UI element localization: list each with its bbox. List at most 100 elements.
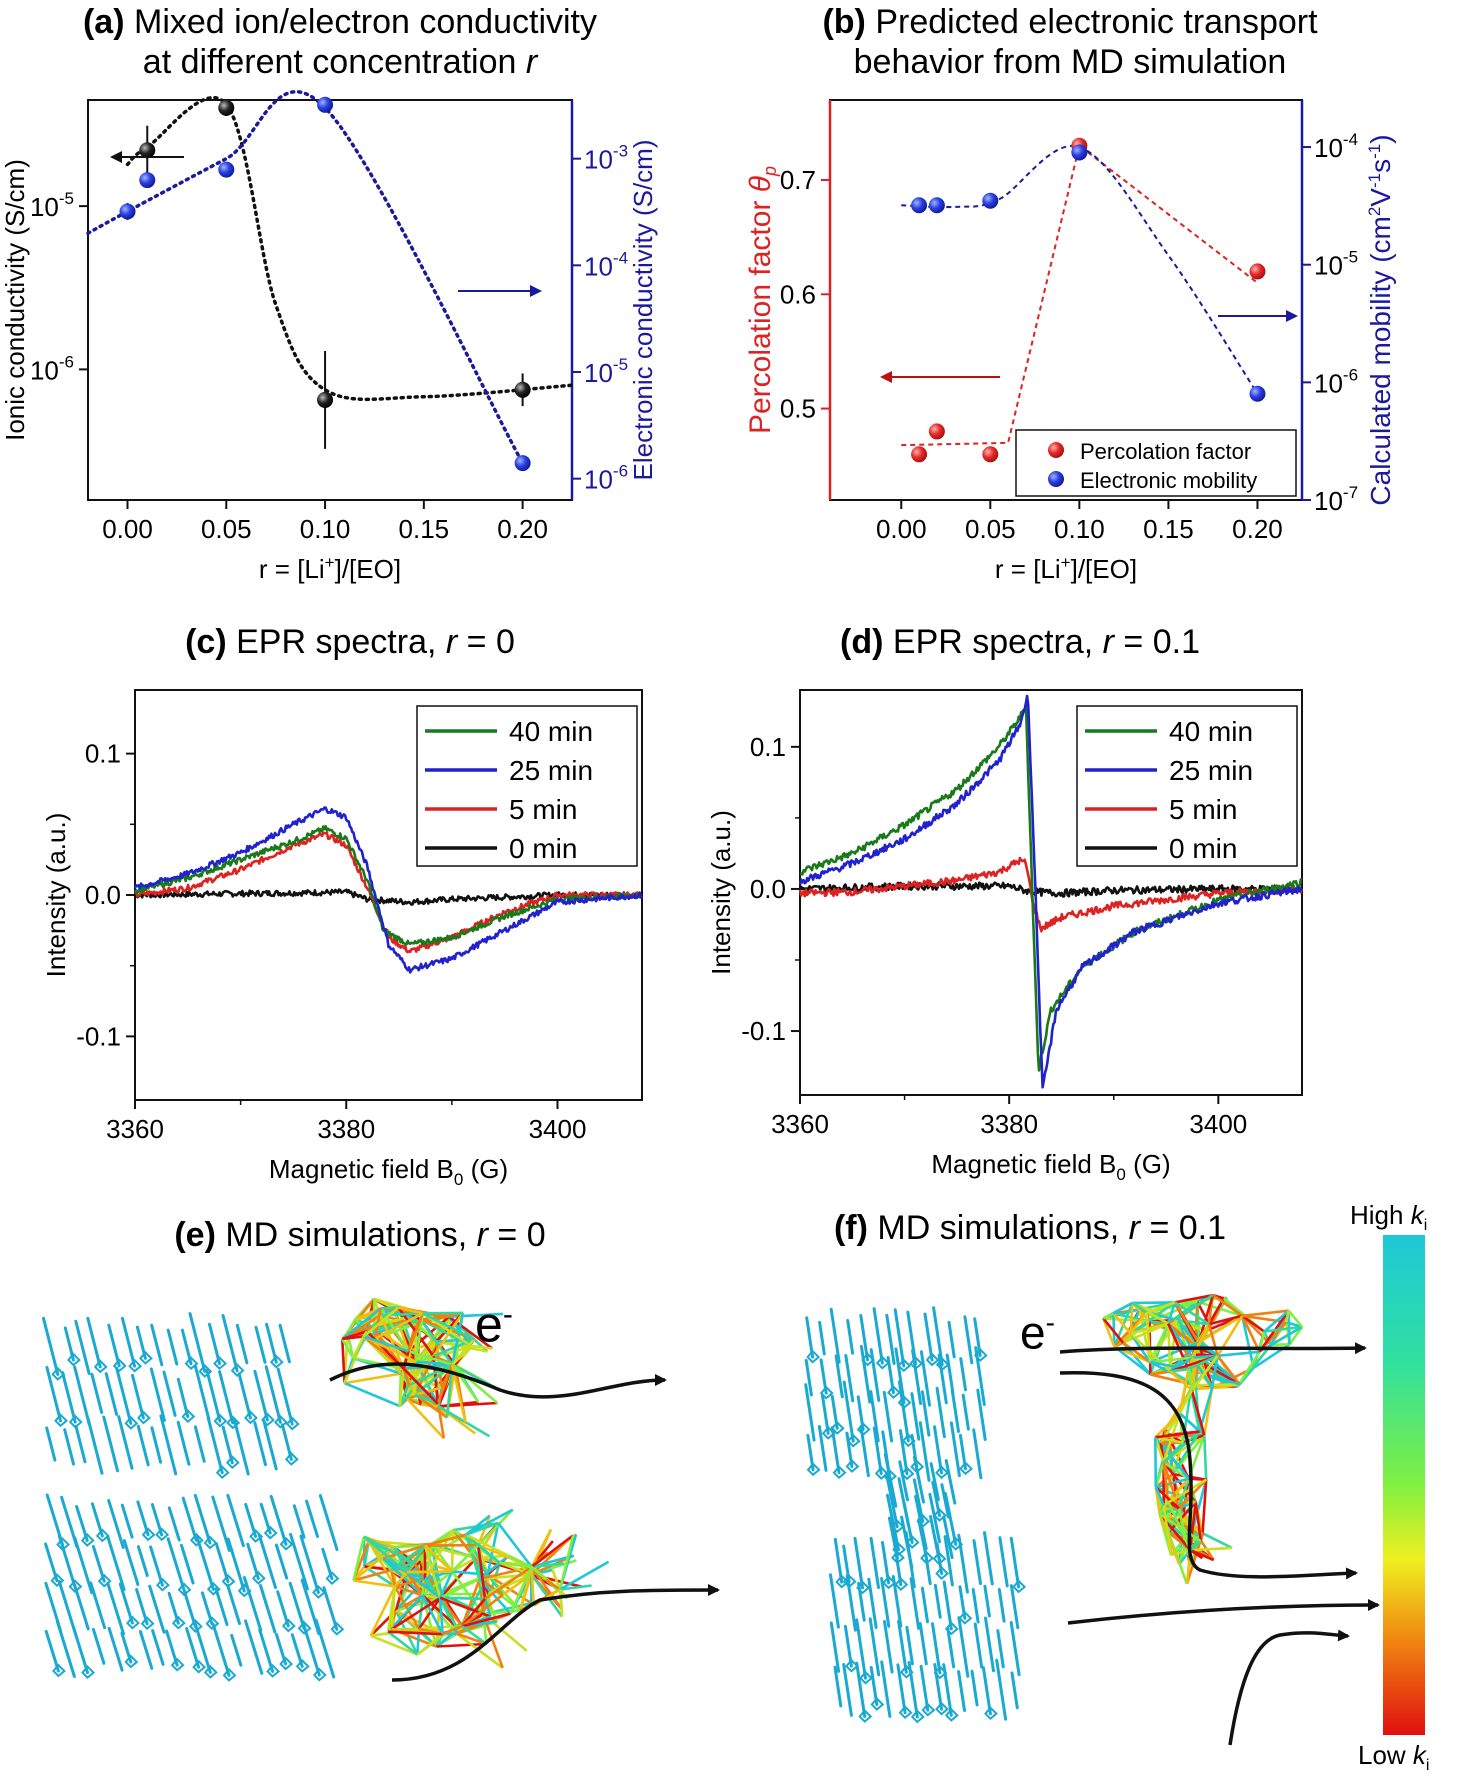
chart-c-ytick-label: 0.1 <box>85 739 121 769</box>
chart-b-percolation-point <box>911 446 928 463</box>
chart-a-xtick-label: 0.00 <box>102 514 153 544</box>
md-e-network-upper <box>341 1297 504 1440</box>
md-e-molecules-lower <box>44 1493 345 1682</box>
chart-b-legend: Percolation factor Electronic mobility <box>1015 429 1297 497</box>
panel-b-title: (b) Predicted electronic transport behav… <box>740 2 1400 82</box>
chart-d-series-25-min <box>798 694 1304 1089</box>
chart-d-ytick-label: 0.0 <box>750 874 786 904</box>
chart-a-ionic-point <box>218 99 235 116</box>
chart-a-ytick-right-label: 10-4 <box>584 248 628 281</box>
chart-a-ylabel-left: Ionic conductivity (S/cm) <box>0 159 30 441</box>
colorbar <box>1383 1235 1425 1735</box>
colorbar-low-label: Low ki <box>1358 1740 1429 1775</box>
colorbar-low-sub: i <box>1425 1757 1430 1775</box>
chart-b-legend-percolation-label: Percolation factor <box>1080 439 1251 464</box>
chart-b-ylabel-right: Calculated mobility (cm2V-1s-1) <box>1365 134 1396 505</box>
chart-a-electronic-point <box>514 455 531 472</box>
chart-d-series-5-min <box>798 856 1304 933</box>
chart-b-legend-box <box>1015 429 1297 497</box>
md-f-path-through <box>1059 1370 1358 1580</box>
chart-d-legend-label: 25 min <box>1169 755 1253 786</box>
chart-d-ylabel: Intensity (a.u.) <box>706 810 736 975</box>
chart-c: 3360 3380 3400 0.1 0.0 -0.1 Magnetic field B0 … <box>41 689 644 1189</box>
chart-c-legend-label: 5 min <box>509 794 577 825</box>
panel-e-title-var: r <box>476 1216 488 1254</box>
chart-b-ytick-right-label: 10-5 <box>1314 248 1358 281</box>
colorbar-high-text: High <box>1350 1200 1411 1230</box>
panel-b-title-line2: behavior from MD simulation <box>853 43 1287 81</box>
chart-b-mobility-point <box>1071 144 1088 161</box>
chart-b-ytick-right-label: 10-7 <box>1314 483 1358 516</box>
chart-a-ytick-right-label: 10-6 <box>584 462 628 495</box>
chart-d-legend-label: 0 min <box>1169 833 1237 864</box>
chart-a-electronic-point <box>317 96 334 113</box>
panel-b-title-line1: Predicted electronic transport <box>875 3 1318 41</box>
colorbar-high-label: High ki <box>1350 1200 1427 1235</box>
panel-c-label: (c) <box>185 623 227 661</box>
panel-d-title-post: = 0.1 <box>1113 623 1200 661</box>
chart-b-ytick-left-label: 0.6 <box>780 279 816 309</box>
chart-c-legend: 40 min 25 min 5 min 0 min <box>416 705 638 867</box>
panel-a-title-line1: Mixed ion/electron conductivity <box>134 3 598 41</box>
chart-a: 0.00 0.05 0.10 0.15 0.20 10-5 10-6 10-3 10-4 10-5… <box>0 90 658 584</box>
chart-c-ytick-label: 0.0 <box>85 880 121 910</box>
chart-b-legend-mobility-marker <box>1048 471 1064 487</box>
md-simulations-layer <box>42 1235 1425 1746</box>
md-e-path-lower <box>391 1584 720 1682</box>
md-e-network-lower <box>352 1508 610 1669</box>
chart-b-xtick-label: 0.20 <box>1232 514 1283 544</box>
md-f-path-bottom <box>1228 1629 1350 1746</box>
chart-a-xtick-label: 0.10 <box>300 514 351 544</box>
chart-a-ytick-right-label: 10-3 <box>584 142 628 175</box>
chart-a-xtick-label: 0.05 <box>201 514 252 544</box>
chart-a-electronic-point <box>139 172 156 189</box>
chart-d-xlabel: Magnetic field B0 (G) <box>931 1149 1170 1184</box>
chart-d-legend-label: 5 min <box>1169 794 1237 825</box>
chart-a-ionic-point <box>514 381 531 398</box>
chart-a-frame <box>87 99 573 501</box>
chart-d: 3360 3380 3400 0.1 0.0 -0.1 Magnetic field B0 … <box>706 689 1304 1184</box>
chart-c-xtick-label: 3360 <box>106 1114 164 1144</box>
charts-layer: 0.00 0.05 0.10 0.15 0.20 10-5 10-6 10-3 10-4 10-5… <box>0 90 1396 1189</box>
panel-e-title-post: = 0 <box>487 1216 546 1254</box>
panel-c-title-post: = 0 <box>457 623 515 661</box>
panel-d-title-pre: EPR spectra, <box>892 623 1103 661</box>
panel-a-label: (a) <box>82 3 125 41</box>
chart-b-legend-mobility-label: Electronic mobility <box>1080 468 1257 493</box>
chart-b-mobility-point <box>1249 385 1266 402</box>
chart-b-mobility-point <box>982 192 999 209</box>
panel-e-electron-label: e- <box>475 1290 513 1350</box>
chart-d-legend-label: 40 min <box>1169 716 1253 747</box>
md-f-path-middle <box>1067 1599 1380 1625</box>
chart-b-percolation-fit <box>901 143 1259 447</box>
chart-b-xtick-label: 0.15 <box>1143 514 1194 544</box>
chart-b-mobility-point <box>911 197 928 214</box>
chart-a-ytick-left-label: 10-6 <box>30 352 74 385</box>
panel-f-title-post: = 0.1 <box>1140 1209 1227 1247</box>
chart-b-xlabel: r = [Li+]/[EO] <box>995 553 1137 584</box>
chart-b-ytick-right-label: 10-4 <box>1314 130 1358 163</box>
chart-d-xtick-label: 3380 <box>980 1109 1038 1139</box>
panel-f-electron-label: e- <box>1020 1300 1055 1355</box>
chart-a-ionic-point <box>139 142 156 159</box>
md-e-molecules-upper <box>42 1312 300 1480</box>
panel-f-title-pre: MD simulations, <box>877 1209 1129 1247</box>
md-f-molecules-lower <box>829 1531 1027 1724</box>
panel-e-title-pre: MD simulations, <box>225 1216 477 1254</box>
chart-c-ylabel: Intensity (a.u.) <box>41 813 71 978</box>
md-f-path-top <box>1059 1342 1367 1355</box>
panel-a-title-line2: at different concentration <box>142 43 526 81</box>
chart-a-xtick-label: 0.20 <box>497 514 548 544</box>
panel-f-label: (f) <box>833 1209 868 1247</box>
panel-f-electron-charge: - <box>1045 1307 1055 1338</box>
panel-b-label: (b) <box>822 3 866 41</box>
panel-d-label: (d) <box>840 623 884 661</box>
chart-a-electronic-point <box>119 203 136 220</box>
chart-c-series-25-min <box>133 806 643 974</box>
panel-f-title-var: r <box>1128 1209 1140 1247</box>
panel-c-title-pre: EPR spectra, <box>236 623 446 661</box>
chart-a-ionic-fit <box>125 95 574 402</box>
md-e-path-upper <box>329 1362 667 1399</box>
colorbar-low-var: k <box>1412 1740 1426 1770</box>
chart-b-percolation-point <box>1249 263 1266 280</box>
